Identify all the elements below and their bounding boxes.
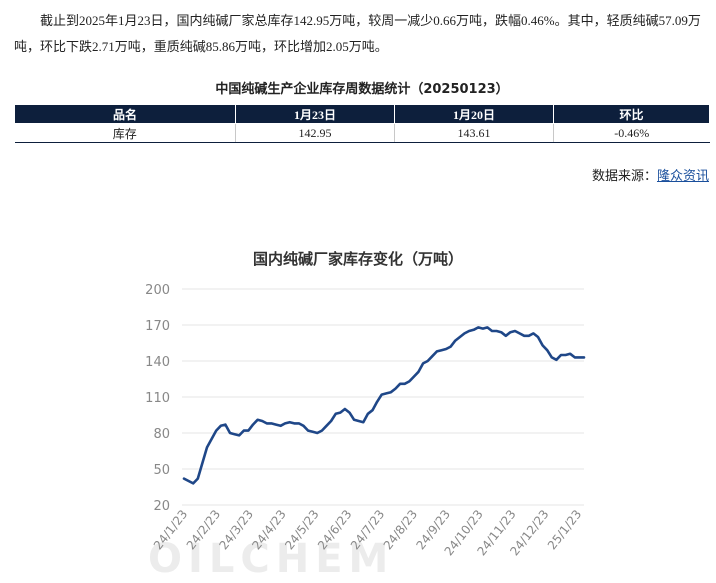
table-header-row: 品名 1月23日 1月20日 环比 <box>14 104 710 124</box>
y-tick-label: 200 <box>145 283 170 298</box>
source-link[interactable]: 隆众资讯 <box>656 169 709 184</box>
header-product: 品名 <box>14 104 236 124</box>
y-tick-label: 80 <box>153 427 170 442</box>
y-tick-label: 110 <box>145 391 170 406</box>
chart-title: 国内纯碱厂家库存变化（万吨） <box>252 252 463 268</box>
header-change: 环比 <box>553 104 710 124</box>
data-source: 数据来源：隆众资讯 <box>592 168 709 186</box>
y-tick-label: 170 <box>145 319 170 334</box>
y-tick-label: 20 <box>153 499 170 514</box>
table-row: 库存 142.95 143.61 -0.46% <box>14 123 710 143</box>
watermark: OILCHEM <box>148 536 394 582</box>
header-date-previous: 1月20日 <box>394 104 554 124</box>
table-title: 中国纯碱生产企业库存周数据统计（20250123） <box>215 82 509 97</box>
y-tick-label: 140 <box>145 355 170 370</box>
cell-previous-value: 143.61 <box>394 123 554 143</box>
y-tick-label: 50 <box>153 463 170 478</box>
summary-paragraph: 截止到2025年1月23日，国内纯碱厂家总库存142.95万吨，较周一减少0.6… <box>14 13 701 54</box>
cell-change-value: -0.46% <box>553 123 710 143</box>
series-line <box>182 326 586 485</box>
inventory-table: 品名 1月23日 1月20日 环比 库存 142.95 143.61 -0.46… <box>14 104 710 143</box>
header-date-current: 1月23日 <box>235 104 395 124</box>
cell-current-value: 142.95 <box>235 123 395 143</box>
chart-grid <box>182 288 584 506</box>
cell-product: 库存 <box>14 123 236 143</box>
source-label: 数据来源： <box>591 169 657 184</box>
x-tick-label: 25/1/23 <box>545 507 585 552</box>
x-tick-label: 24/8/23 <box>381 507 421 552</box>
y-axis-ticks: 20 50 80 110 140 170 200 <box>145 283 170 514</box>
